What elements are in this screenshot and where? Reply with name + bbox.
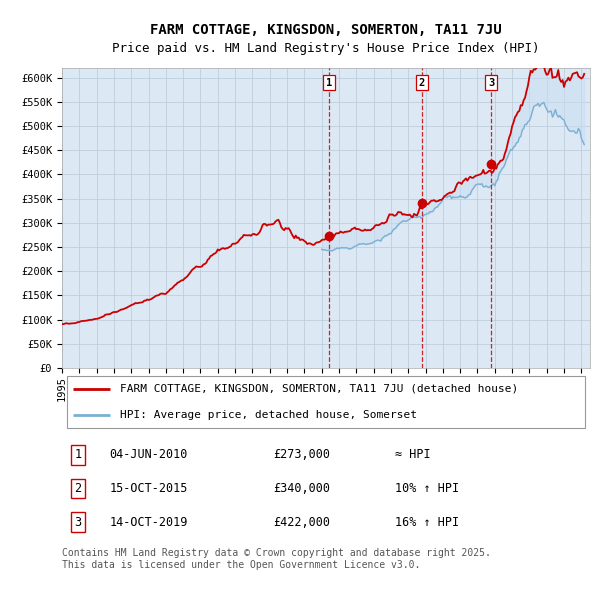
Text: 3: 3: [74, 516, 82, 529]
Text: Price paid vs. HM Land Registry's House Price Index (HPI): Price paid vs. HM Land Registry's House …: [112, 42, 540, 55]
Text: 3: 3: [488, 77, 494, 87]
FancyBboxPatch shape: [67, 376, 585, 428]
Text: 15-OCT-2015: 15-OCT-2015: [110, 482, 188, 495]
Text: FARM COTTAGE, KINGSDON, SOMERTON, TA11 7JU (detached house): FARM COTTAGE, KINGSDON, SOMERTON, TA11 7…: [120, 384, 518, 394]
Text: 2: 2: [419, 77, 425, 87]
Text: 14-OCT-2019: 14-OCT-2019: [110, 516, 188, 529]
Text: ≈ HPI: ≈ HPI: [395, 448, 430, 461]
Text: 04-JUN-2010: 04-JUN-2010: [110, 448, 188, 461]
Text: £340,000: £340,000: [273, 482, 330, 495]
Text: HPI: Average price, detached house, Somerset: HPI: Average price, detached house, Some…: [120, 410, 417, 420]
Text: 10% ↑ HPI: 10% ↑ HPI: [395, 482, 459, 495]
Text: FARM COTTAGE, KINGSDON, SOMERTON, TA11 7JU: FARM COTTAGE, KINGSDON, SOMERTON, TA11 7…: [150, 23, 502, 37]
Text: £422,000: £422,000: [273, 516, 330, 529]
Text: £273,000: £273,000: [273, 448, 330, 461]
Text: 1: 1: [74, 448, 82, 461]
Text: 16% ↑ HPI: 16% ↑ HPI: [395, 516, 459, 529]
Text: 2: 2: [74, 482, 82, 495]
Text: 1: 1: [326, 77, 332, 87]
Text: Contains HM Land Registry data © Crown copyright and database right 2025.
This d: Contains HM Land Registry data © Crown c…: [62, 548, 491, 570]
